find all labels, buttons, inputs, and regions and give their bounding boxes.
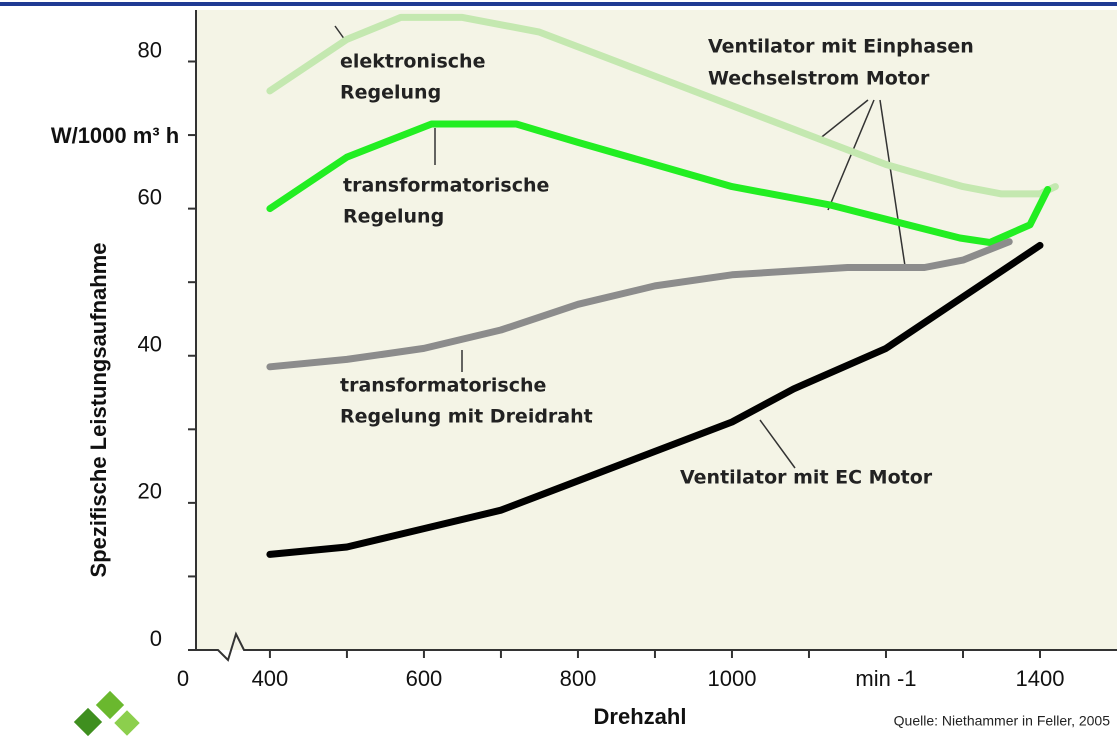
series-label: transformatorische [343, 175, 549, 197]
x-axis-label: Drehzahl [594, 704, 687, 729]
series-label: Regelung [343, 206, 444, 228]
series-line [266, 241, 1044, 558]
source: Quelle: Niethammer in Feller, 2005 [894, 713, 1111, 729]
annotation: Wechselstrom Motor [708, 68, 930, 90]
series-line [266, 13, 1059, 198]
x-tick-label: 1400 [1016, 666, 1065, 691]
x-tick-label: 600 [406, 666, 443, 691]
series-label: transformatorische [340, 375, 546, 397]
series-label: Regelung [340, 82, 441, 104]
x-tick-label: 1000 [707, 666, 756, 691]
series-label: Regelung mit Dreidraht [340, 406, 593, 428]
series-line [266, 120, 1052, 246]
y-tick-label: 20 [138, 479, 162, 504]
x-tick-label: 800 [560, 666, 597, 691]
x-tick-label: 0 [177, 666, 189, 691]
y-tick-label: 40 [138, 332, 162, 357]
y-axis-label: Spezifische Leistungsaufnahme [86, 243, 111, 578]
logo [73, 690, 140, 737]
series-line [266, 238, 1013, 371]
plot-area [196, 10, 1117, 650]
x-tick-label: min -1 [855, 666, 916, 691]
y-tick-label: 0 [150, 626, 162, 651]
y-unit: W/1000 m³ h [51, 123, 179, 148]
x-tick-label: 400 [252, 666, 289, 691]
x-axis-break [196, 631, 1117, 662]
y-tick-label: 60 [138, 184, 162, 209]
annotation: Ventilator mit Einphasen [708, 36, 974, 58]
top-rule [0, 2, 1117, 6]
series-label: Ventilator mit EC Motor [680, 467, 933, 489]
series-label: elektronische [340, 51, 485, 73]
y-tick-label: 80 [138, 37, 162, 62]
